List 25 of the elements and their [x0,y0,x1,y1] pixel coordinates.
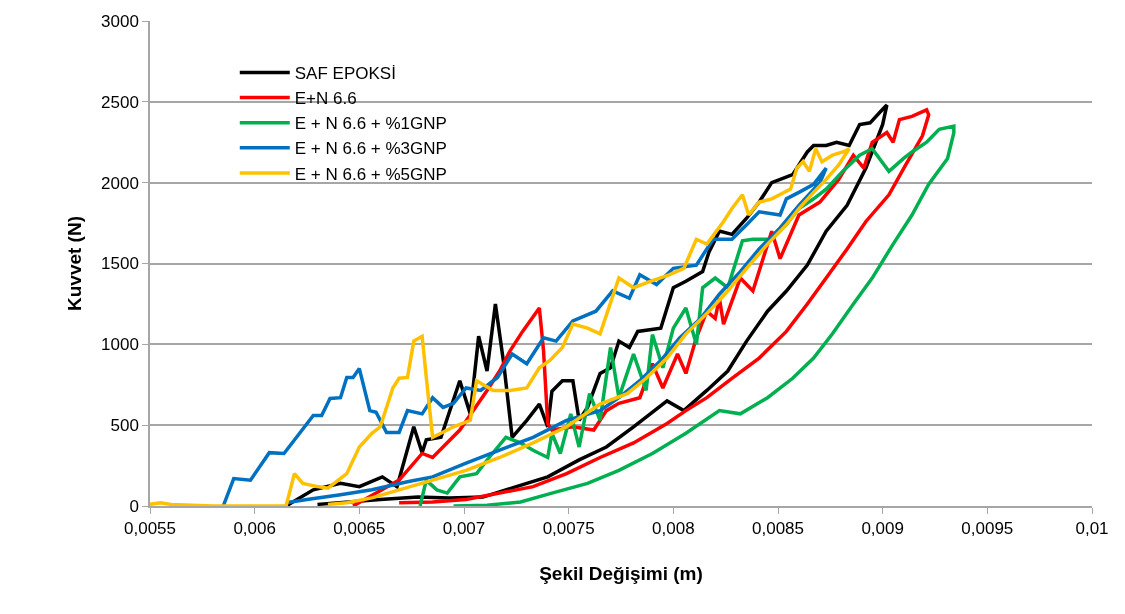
legend-label: E + N 6.6 + %5GNP [294,164,447,184]
y-tick-label: 1000 [101,335,139,355]
legend-label: E+N 6.6 [294,89,357,109]
x-tick-label: 0,01 [1075,519,1109,539]
x-axis-title: Şekil Değişimi (m) [539,563,703,585]
x-tick-label: 0,007 [442,519,486,539]
y-tick-label: 1500 [101,254,139,274]
x-tick-label: 0,008 [652,519,695,539]
x-tick-label: 0,0065 [333,519,386,539]
y-tick-label: 0 [129,496,139,516]
y-tick-label: 3000 [101,11,139,31]
x-tick-label: 0,0095 [961,519,1014,539]
x-tick-label: 0,006 [233,519,276,539]
legend-label: SAF EPOKSİ [294,64,396,84]
line-series [221,166,828,506]
y-tick-label: 500 [110,416,139,436]
x-tick-label: 0,009 [861,519,904,539]
y-tick-label: 2500 [101,92,139,112]
legend-label: E + N 6.6 + %1GNP [294,114,447,134]
x-tick-label: 0,0085 [752,519,804,539]
y-axis-title: Kuvvet (N) [64,215,86,312]
x-tick-label: 0,0055 [124,519,176,539]
legend-label: E + N 6.6 + %3GNP [294,139,447,159]
y-tick-label: 2000 [101,173,139,193]
x-tick-label: 0,0075 [542,519,595,539]
